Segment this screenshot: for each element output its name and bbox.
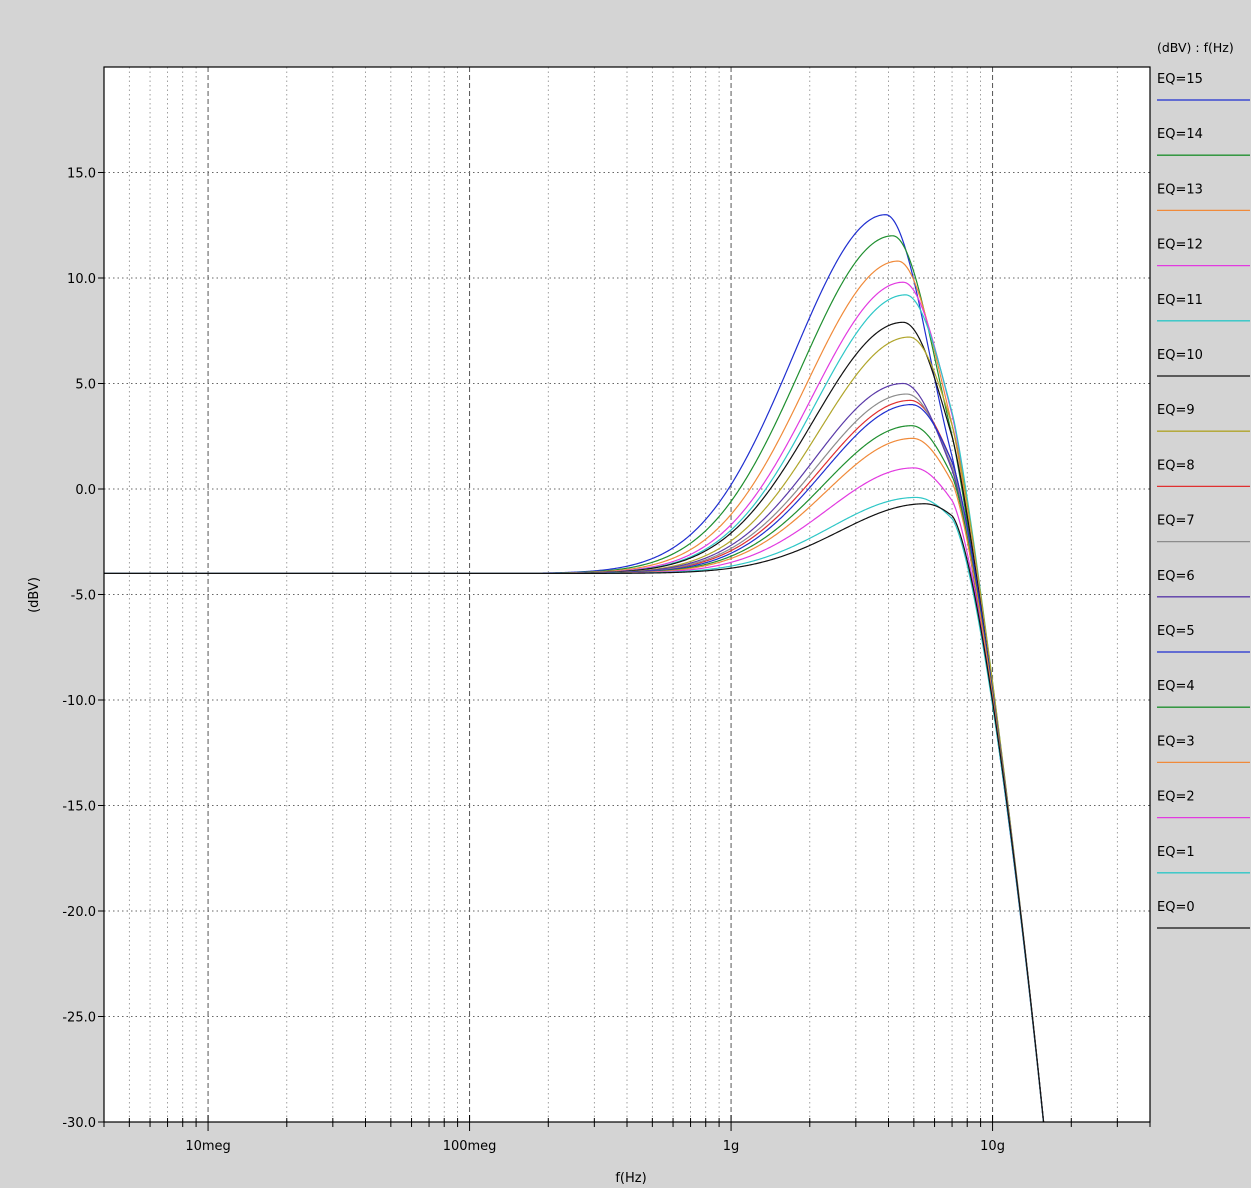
y-tick-label: -5.0 bbox=[71, 589, 96, 604]
y-tick-label: -30.0 bbox=[62, 1116, 96, 1131]
legend-entry-label: EQ=6 bbox=[1157, 569, 1195, 584]
legend-entry-label: EQ=10 bbox=[1157, 348, 1203, 363]
legend-entry-label: EQ=1 bbox=[1157, 845, 1195, 860]
legend-entry-label: EQ=4 bbox=[1157, 679, 1195, 694]
series-line-eq-0 bbox=[104, 503, 1045, 1122]
y-tick-label: 10.0 bbox=[67, 272, 96, 287]
y-tick-label: 5.0 bbox=[75, 378, 96, 393]
legend-entry-label: EQ=13 bbox=[1157, 182, 1203, 197]
legend-entry-label: EQ=5 bbox=[1157, 624, 1195, 639]
y-tick-label: -25.0 bbox=[62, 1011, 96, 1026]
legend-entry-label: EQ=11 bbox=[1157, 293, 1203, 308]
legend-entry-label: EQ=15 bbox=[1157, 72, 1203, 87]
x-tick-label: 1g bbox=[723, 1139, 740, 1154]
series-curves bbox=[104, 214, 1045, 1122]
legend-entry-label: EQ=14 bbox=[1157, 127, 1203, 142]
y-tick-label: 15.0 bbox=[67, 167, 96, 182]
y-tick-label: -10.0 bbox=[62, 694, 96, 709]
y-tick-label: 0.0 bbox=[75, 483, 96, 498]
legend: EQ=15 EQ=14 EQ=13 EQ=12 EQ=11 EQ=10 EQ=9 EQ=8 EQ… bbox=[1157, 72, 1250, 929]
y-axis-label: (dBV) bbox=[27, 577, 42, 613]
y-tick-label: -15.0 bbox=[62, 800, 96, 815]
x-tick-label: 100meg bbox=[443, 1139, 497, 1154]
legend-entry-label: EQ=3 bbox=[1157, 734, 1195, 749]
legend-entry-label: EQ=8 bbox=[1157, 458, 1195, 473]
x-axis: 10meg 100meg 1g 10g bbox=[103, 1115, 1151, 1154]
y-tick-label: -20.0 bbox=[62, 905, 96, 920]
legend-entry-label: EQ=2 bbox=[1157, 790, 1195, 805]
x-tick-label: 10g bbox=[980, 1139, 1005, 1154]
legend-entry-label: EQ=12 bbox=[1157, 238, 1203, 253]
legend-entry-label: EQ=7 bbox=[1157, 514, 1195, 529]
x-axis-label: f(Hz) bbox=[615, 1171, 646, 1186]
legend-title: (dBV) : f(Hz) bbox=[1157, 40, 1234, 55]
legend-entry-label: EQ=9 bbox=[1157, 403, 1195, 418]
x-tick-label: 10meg bbox=[185, 1139, 230, 1154]
y-axis: 15.0 10.0 5.0 0.0 -5.0 -10.0 -15.0 -20.0 -25.0 -3… bbox=[62, 167, 104, 1131]
legend-entry-label: EQ=0 bbox=[1157, 900, 1195, 915]
